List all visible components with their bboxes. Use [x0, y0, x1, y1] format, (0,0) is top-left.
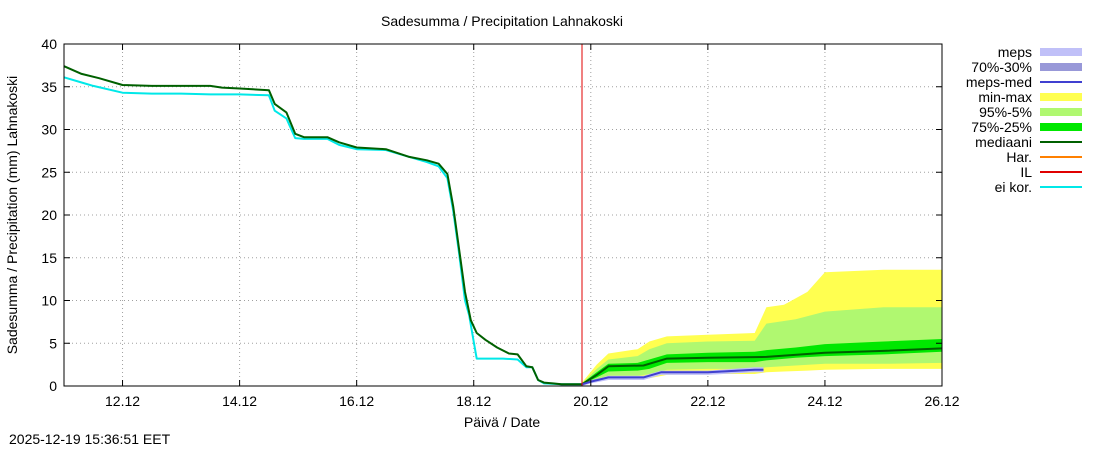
legend: meps70%-30%meps-medmin-max95%-5%75%-25%m…: [966, 44, 1082, 195]
y-axis-label: Sadesumma / Precipitation (mm) Lahnakosk…: [4, 76, 20, 355]
legend-label: 95%-5%: [979, 104, 1032, 120]
series-meps-med: [581, 368, 764, 386]
legend-label: min-max: [978, 89, 1032, 105]
y-tick-label: 40: [41, 36, 57, 52]
legend-label: ei kor.: [995, 179, 1032, 195]
chart-title: Sadesumma / Precipitation Lahnakoski: [381, 13, 623, 29]
y-tick-label: 0: [49, 378, 57, 394]
y-tick-label: 15: [41, 250, 57, 266]
y-tick-label: 30: [41, 122, 57, 138]
x-tick-label: 22.12: [690, 393, 725, 409]
x-tick-label: 16.12: [339, 393, 374, 409]
forecast-bands: [582, 269, 942, 386]
series-ei-kor: [63, 76, 582, 386]
x-tick-label: 26.12: [924, 393, 959, 409]
legend-label: 75%-25%: [971, 119, 1032, 135]
legend-swatch: [1040, 123, 1082, 131]
timestamp: 2025-12-19 15:36:51 EET: [9, 431, 171, 447]
legend-label: 70%-30%: [971, 59, 1032, 75]
x-tick-label: 14.12: [222, 393, 257, 409]
series-lines: [63, 44, 943, 386]
x-tick-label: 18.12: [456, 393, 491, 409]
legend-label: Har.: [1006, 149, 1032, 165]
legend-swatch: [1040, 93, 1082, 101]
x-axis-label: Päivä / Date: [464, 414, 540, 430]
x-tick-label: 20.12: [573, 393, 608, 409]
legend-label: IL: [1020, 164, 1032, 180]
y-tick-label: 35: [41, 79, 57, 95]
legend-swatch: [1040, 48, 1082, 56]
legend-swatch: [1040, 108, 1082, 116]
y-tick-label: 20: [41, 207, 57, 223]
series-mediaani: [63, 65, 943, 386]
y-tick-label: 5: [49, 335, 57, 351]
y-tick-label: 25: [41, 164, 57, 180]
x-tick-label: 12.12: [105, 393, 140, 409]
x-tick-label: 24.12: [807, 393, 842, 409]
band-95-5: [582, 307, 942, 385]
y-tick-label: 10: [41, 293, 57, 309]
legend-label: meps: [998, 44, 1032, 60]
legend-label: mediaani: [975, 134, 1032, 150]
axis-ticks: 0 5 10 15 20 25 30 35 40 12.12 14.12 16.12 18.12 20.1…: [41, 36, 959, 409]
band-75-25: [582, 339, 942, 385]
legend-label: meps-med: [966, 74, 1032, 90]
legend-swatch: [1040, 63, 1082, 71]
